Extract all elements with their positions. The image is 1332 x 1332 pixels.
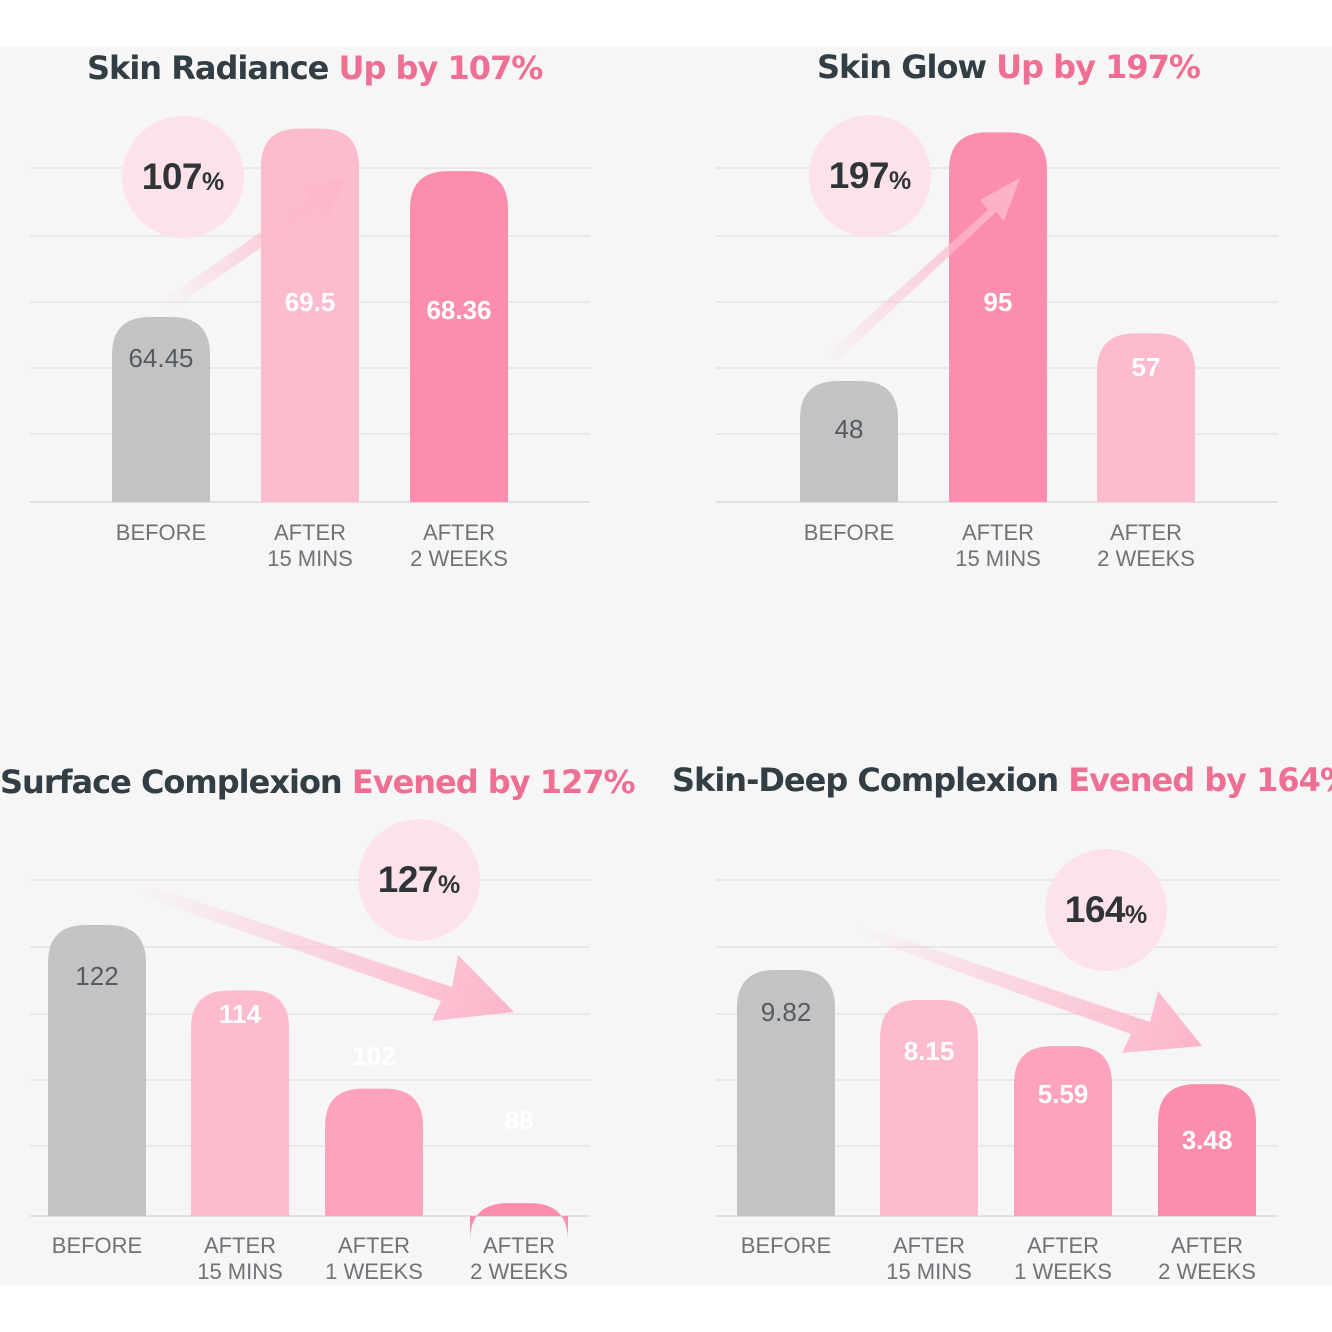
chart-4-title-main: Skin-Deep Complexion [672, 761, 1059, 799]
chart-3-bar-1-value-label: 122 [75, 961, 118, 991]
chart-3-badge-unit: % [438, 870, 461, 899]
chart-4-bar-2-value-label: 8.15 [904, 1036, 955, 1066]
chart-1-badge-unit: % [202, 167, 225, 196]
chart-3-category-label-4: AFTER [483, 1233, 555, 1258]
chart-2-title: Skin Glow Up by 197% [817, 48, 1201, 86]
chart-3-bar-2 [191, 990, 289, 1216]
chart-4-category-label-3: 1 WEEKS [1014, 1259, 1112, 1284]
chart-1-badge-value: 107 [141, 156, 203, 197]
chart-4-category-label-1: BEFORE [741, 1233, 831, 1258]
chart-2-bar-3 [1097, 333, 1195, 502]
chart-2-category-label-2: 15 MINS [955, 546, 1041, 571]
chart-4-badge-value: 164 [1064, 889, 1126, 930]
chart-3-bar-1 [48, 925, 146, 1216]
chart-3-category-label-4: 2 WEEKS [470, 1259, 568, 1284]
chart-3-bar-4 [470, 1203, 568, 1242]
chart-4-bar-2 [880, 1000, 978, 1216]
chart-2-bar-1 [800, 381, 898, 502]
chart-2-bar-2 [949, 132, 1047, 502]
chart-2-category-label-1: BEFORE [804, 520, 894, 545]
chart-3-category-label-3: AFTER [338, 1233, 410, 1258]
chart-1-title: Skin Radiance Up by 107% [87, 49, 544, 87]
chart-4-badge-unit: % [1125, 900, 1148, 929]
chart-3-percent-badge: 127% [358, 819, 480, 941]
chart-2-bar-2-value-label: 95 [984, 287, 1013, 317]
chart-1-bar-1 [112, 317, 210, 502]
chart-4-category-label-3: AFTER [1027, 1233, 1099, 1258]
chart-4-title: Skin-Deep Complexion Evened by 164% [672, 764, 1332, 796]
chart-4-bar-4-value-label: 3.48 [1182, 1125, 1233, 1155]
chart-1-bar-3-value-label: 68.36 [426, 295, 491, 325]
chart-3-category-label-2: AFTER [204, 1233, 276, 1258]
chart-3-bar-2-value-label: 114 [219, 999, 261, 1029]
chart-3-bar-4-value-label: 88 [505, 1105, 534, 1135]
chart-3-category-label-2: 15 MINS [197, 1259, 283, 1284]
chart-2-category-label-3: AFTER [1110, 520, 1182, 545]
chart-4-category-label-4: AFTER [1171, 1233, 1243, 1258]
chart-4-bar-3 [1014, 1046, 1112, 1216]
chart-4-category-label-2: AFTER [893, 1233, 965, 1258]
chart-2-category-label-2: AFTER [962, 520, 1034, 545]
chart-4-bar-4 [1158, 1084, 1256, 1216]
chart-1-category-label-3: AFTER [423, 520, 495, 545]
chart-3-title: Surface Complexion Evened by 127% [0, 763, 636, 801]
chart-1-category-label-2: AFTER [274, 520, 346, 545]
chart-1-title-main: Skin Radiance [87, 49, 329, 87]
chart-3-bar-3 [325, 1088, 423, 1216]
chart-1-trend-arrow-up [160, 178, 346, 312]
chart-1-title-highlight: Up by 107% [338, 49, 544, 87]
chart-1-bar-2-value-label: 69.5 [285, 287, 336, 317]
chart-4-trend-arrow-down [854, 924, 1202, 1053]
chart-4-title-highlight: Evened by 164% [1068, 761, 1332, 799]
chart-4-bar-3-value-label: 5.59 [1038, 1079, 1089, 1109]
chart-3-bar-3-value-label: 102 [352, 1041, 395, 1071]
chart-2-bar-3-value-label: 57 [1132, 352, 1161, 382]
chart-4-bar-1 [737, 970, 835, 1216]
chart-2-badge-value: 197 [828, 155, 890, 196]
chart-1-bar-1-value-label: 64.45 [128, 343, 193, 373]
chart-3-category-label-1: BEFORE [52, 1233, 142, 1258]
chart-1-category-label-1: BEFORE [116, 520, 206, 545]
chart-2-badge-unit: % [889, 166, 912, 195]
chart-4-bar-1-value-label: 9.82 [761, 997, 812, 1027]
chart-1-category-label-3: 2 WEEKS [410, 546, 508, 571]
chart-2-bar-1-value-label: 48 [835, 414, 864, 444]
chart-4-category-label-2: 15 MINS [886, 1259, 972, 1284]
chart-3-title-highlight: Evened by 127% [351, 763, 636, 801]
chart-2-title-highlight: Up by 197% [996, 48, 1201, 86]
chart-2-category-label-3: 2 WEEKS [1097, 546, 1195, 571]
chart-1-bar-3 [410, 171, 508, 503]
chart-4-percent-badge: 164% [1045, 849, 1167, 971]
chart-3-category-label-3: 1 WEEKS [325, 1259, 423, 1284]
chart-4-category-label-4: 2 WEEKS [1158, 1259, 1256, 1284]
chart-1-percent-badge: 107% [122, 116, 244, 238]
chart-2-trend-arrow-up [820, 178, 1020, 370]
chart-1-category-label-2: 15 MINS [267, 546, 353, 571]
chart-3-title-main: Surface Complexion [0, 763, 343, 801]
chart-3-trend-arrow-down [136, 882, 514, 1021]
chart-2-percent-badge: 197% [809, 115, 931, 237]
chart-3-badge-value: 127 [377, 859, 439, 900]
chart-2-title-main: Skin Glow [817, 48, 987, 86]
